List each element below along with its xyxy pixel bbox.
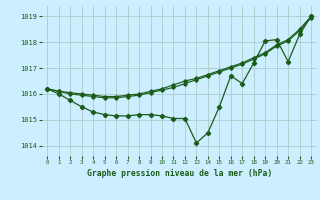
X-axis label: Graphe pression niveau de la mer (hPa): Graphe pression niveau de la mer (hPa) xyxy=(87,169,272,178)
